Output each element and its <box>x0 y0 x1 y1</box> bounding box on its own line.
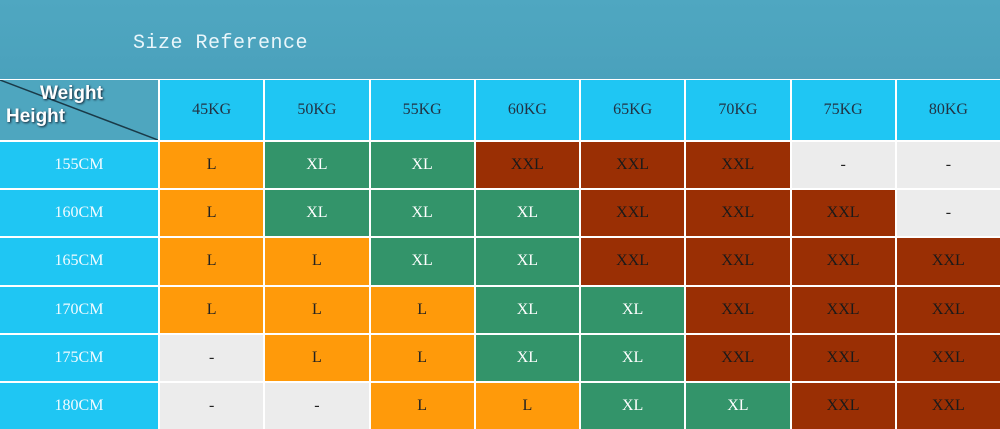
size-cell: - <box>791 142 895 189</box>
size-cell: L <box>370 334 474 381</box>
size-cell: - <box>160 334 264 381</box>
size-cell: XXL <box>896 238 1000 285</box>
size-cell: XXL <box>686 334 790 381</box>
size-cell: L <box>370 286 474 333</box>
size-cell: XL <box>475 286 579 333</box>
size-cell: XL <box>265 190 369 237</box>
size-cell: L <box>475 382 579 429</box>
size-cell: - <box>160 382 264 429</box>
banner: Size Reference <box>0 0 1000 79</box>
size-cell: XXL <box>475 142 579 189</box>
size-cell: XXL <box>896 334 1000 381</box>
size-cell: - <box>896 142 1000 189</box>
row-label: 160CM <box>0 190 158 237</box>
diagonal <box>0 80 158 140</box>
row-label: 155CM <box>0 142 158 189</box>
column-header: 45KG <box>160 80 264 140</box>
size-cell: XXL <box>791 190 895 237</box>
column-header: 65KG <box>581 80 685 140</box>
size-cell: - <box>265 382 369 429</box>
size-cell: XXL <box>581 190 685 237</box>
size-cell: L <box>160 190 264 237</box>
size-cell: L <box>265 286 369 333</box>
size-cell: XXL <box>581 238 685 285</box>
column-header: 75KG <box>791 80 895 140</box>
corner-cell: Weight Height <box>0 80 158 140</box>
corner-weight: Weight <box>40 83 103 104</box>
size-cell: L <box>160 238 264 285</box>
row-label: 165CM <box>0 238 158 285</box>
size-cell: XXL <box>791 286 895 333</box>
size-table: Weight Height 45KG 50KG 55KG 60KG 65KG 70KG 75… <box>0 80 1000 429</box>
size-cell: L <box>265 238 369 285</box>
size-cell: XL <box>581 382 685 429</box>
size-cell: XXL <box>686 190 790 237</box>
title: Size Reference <box>133 32 309 55</box>
size-cell: XXL <box>791 382 895 429</box>
row-label: 170CM <box>0 286 158 333</box>
size-cell: L <box>160 286 264 333</box>
size-cell: XXL <box>791 334 895 381</box>
size-cell: XXL <box>896 382 1000 429</box>
size-cell: L <box>370 382 474 429</box>
column-header: 60KG <box>475 80 579 140</box>
size-cell: XL <box>370 142 474 189</box>
column-header: 50KG <box>265 80 369 140</box>
size-cell: XL <box>370 190 474 237</box>
row-label: 180CM <box>0 382 158 429</box>
size-cell: XXL <box>791 238 895 285</box>
column-header: 80KG <box>896 80 1000 140</box>
size-cell: L <box>160 142 264 189</box>
size-cell: XL <box>265 142 369 189</box>
size-cell: XL <box>686 382 790 429</box>
size-cell: XL <box>475 190 579 237</box>
size-cell: XXL <box>686 286 790 333</box>
size-cell: XXL <box>581 142 685 189</box>
size-cell: XL <box>475 238 579 285</box>
size-cell: XXL <box>686 238 790 285</box>
corner-height: Height <box>6 106 66 127</box>
size-cell: XXL <box>686 142 790 189</box>
size-cell: XL <box>370 238 474 285</box>
size-cell: - <box>896 190 1000 237</box>
column-header: 55KG <box>370 80 474 140</box>
size-cell: XL <box>581 286 685 333</box>
size-cell: XL <box>475 334 579 381</box>
row-label: 175CM <box>0 334 158 381</box>
size-cell: XXL <box>896 286 1000 333</box>
size-cell: XL <box>581 334 685 381</box>
column-header: 70KG <box>686 80 790 140</box>
size-cell: L <box>265 334 369 381</box>
